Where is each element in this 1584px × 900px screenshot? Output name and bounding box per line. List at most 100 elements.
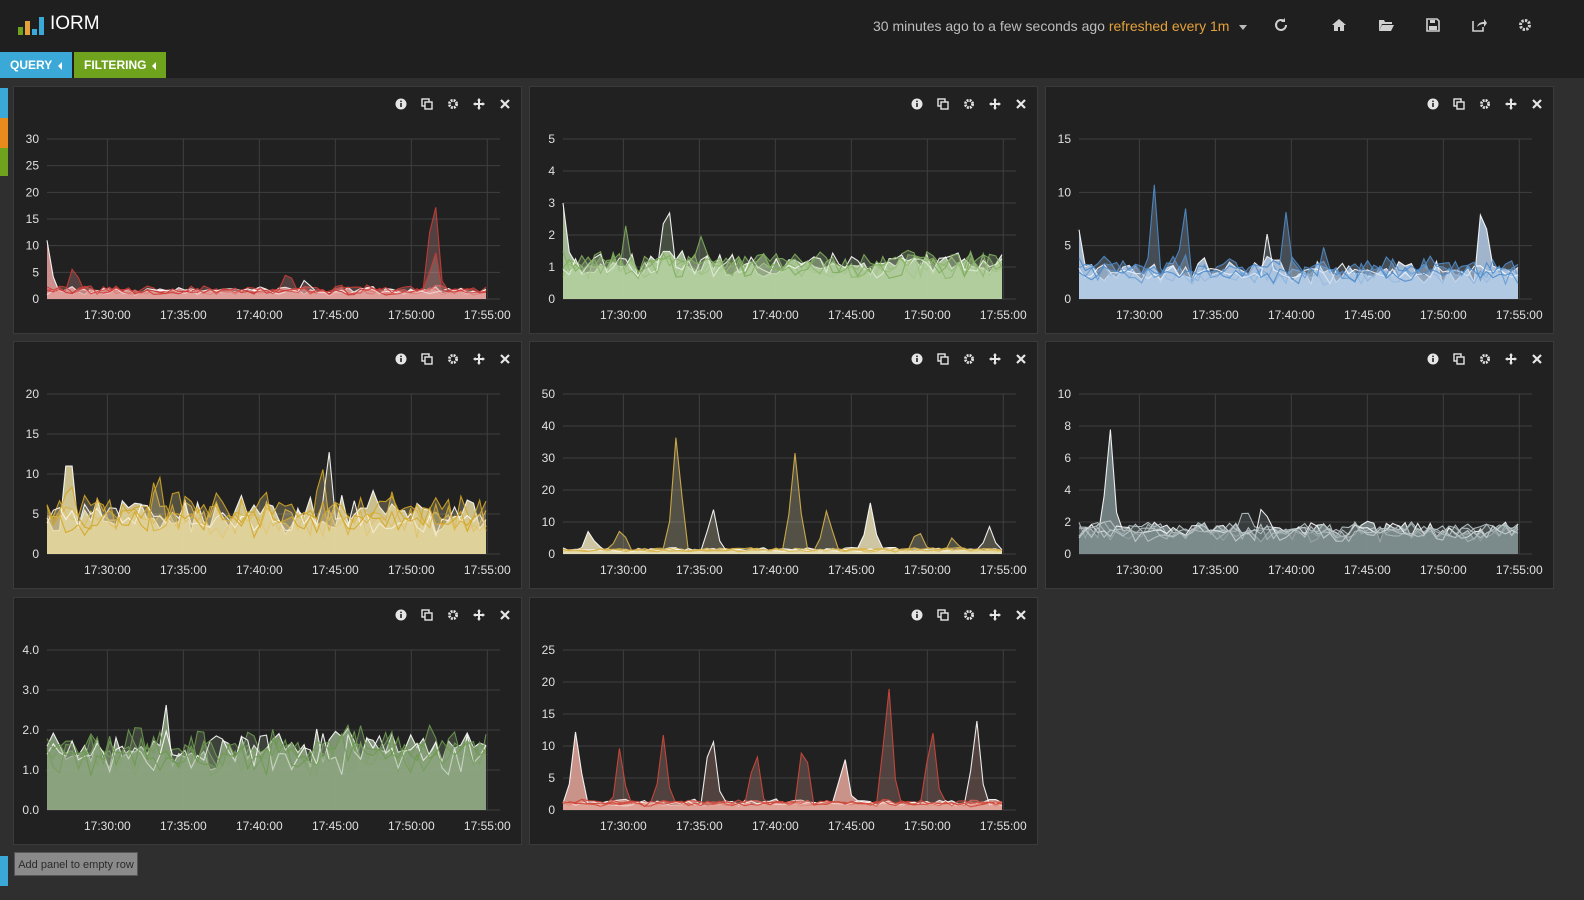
x-tick-label: 17:30:00	[84, 563, 131, 577]
row-marker-2[interactable]	[0, 118, 8, 148]
close-icon[interactable]	[499, 609, 511, 621]
logo-icon	[18, 13, 44, 35]
area-chart[interactable]: 0 5 10 15 17:30:00 17:35:00 17:40:00 17:45:00 17…	[1046, 125, 1555, 335]
close-icon[interactable]	[1531, 353, 1543, 365]
gear-icon[interactable]	[447, 353, 459, 365]
area-chart[interactable]: 0 1 2 3 4 5 17:30:00 17:35:00 17:40:00 17:45:00 17…	[530, 125, 1039, 335]
move-icon[interactable]	[473, 353, 485, 365]
series-line	[46, 207, 487, 296]
close-icon[interactable]	[1015, 98, 1027, 110]
x-tick-label: 17:55:00	[1496, 563, 1543, 577]
gear-icon[interactable]	[447, 609, 459, 621]
x-tick-label: 17:30:00	[600, 563, 647, 577]
area-chart[interactable]: 0 5 10 15 20 25 17:30:00 17:35:00 17:40:00 17:45:…	[530, 636, 1039, 846]
move-icon[interactable]	[989, 353, 1001, 365]
x-tick-label: 17:30:00	[1116, 308, 1163, 322]
series-area	[1079, 234, 1518, 299]
settings-icon[interactable]	[1517, 17, 1533, 33]
y-tick-label: 0	[548, 292, 555, 306]
y-tick-label: 5	[1064, 239, 1071, 253]
move-icon[interactable]	[473, 609, 485, 621]
duplicate-icon[interactable]	[1453, 353, 1465, 365]
series-line	[46, 482, 487, 539]
row-marker-1[interactable]	[0, 88, 8, 118]
gear-icon[interactable]	[963, 353, 975, 365]
move-icon[interactable]	[1505, 98, 1517, 110]
y-tick-label: 15	[26, 212, 40, 226]
y-tick-label: 10	[1058, 185, 1072, 199]
series-line	[1078, 234, 1519, 285]
info-icon[interactable]	[395, 98, 407, 110]
area-chart[interactable]: 0 5 10 15 20 17:30:00 17:35:00 17:40:00 17:45:00…	[14, 380, 523, 590]
move-icon[interactable]	[473, 98, 485, 110]
gear-icon[interactable]	[447, 98, 459, 110]
info-icon[interactable]	[1427, 98, 1439, 110]
y-tick-label: 4	[548, 164, 555, 178]
filtering-pill[interactable]: FILTERING	[74, 52, 167, 78]
gear-icon[interactable]	[1479, 353, 1491, 365]
move-icon[interactable]	[989, 98, 1001, 110]
close-icon[interactable]	[499, 353, 511, 365]
series-area	[47, 469, 486, 554]
x-tick-label: 17:50:00	[904, 819, 951, 833]
query-pill[interactable]: QUERY	[0, 52, 73, 78]
graph-panel: 0 10 20 30 40 50 17:30:00 17:35:00 17:40:00 17:45…	[529, 341, 1038, 589]
x-tick-label: 17:50:00	[904, 308, 951, 322]
row-marker-3[interactable]	[0, 148, 8, 176]
close-icon[interactable]	[499, 98, 511, 110]
info-icon[interactable]	[911, 353, 923, 365]
series-area	[47, 731, 486, 810]
gear-icon[interactable]	[963, 98, 975, 110]
row-marker-4[interactable]	[0, 856, 8, 886]
x-tick-label: 17:45:00	[312, 563, 359, 577]
close-icon[interactable]	[1015, 609, 1027, 621]
time-range-picker[interactable]: 30 minutes ago to a few seconds ago refr…	[873, 18, 1248, 34]
info-icon[interactable]	[395, 353, 407, 365]
info-icon[interactable]	[1427, 353, 1439, 365]
series-area	[1079, 247, 1518, 299]
y-tick-label: 6	[1064, 451, 1071, 465]
folder-open-icon[interactable]	[1378, 17, 1394, 33]
y-tick-label: 25	[26, 159, 40, 173]
duplicate-icon[interactable]	[1453, 98, 1465, 110]
x-tick-label: 17:55:00	[980, 563, 1027, 577]
info-icon[interactable]	[395, 609, 407, 621]
area-chart[interactable]: 0 10 20 30 40 50 17:30:00 17:35:00 17:40:00 17:45…	[530, 380, 1039, 590]
move-icon[interactable]	[989, 609, 1001, 621]
series-area	[1079, 429, 1518, 554]
gear-icon[interactable]	[1479, 98, 1491, 110]
duplicate-icon[interactable]	[421, 609, 433, 621]
x-tick-label: 17:40:00	[752, 308, 799, 322]
info-icon[interactable]	[911, 98, 923, 110]
gear-icon[interactable]	[963, 609, 975, 621]
caret-left-icon	[58, 61, 63, 70]
refresh-interval-text: refreshed every 1m	[1108, 18, 1230, 34]
duplicate-icon[interactable]	[421, 98, 433, 110]
add-panel-button[interactable]: Add panel to empty row	[14, 852, 138, 876]
duplicate-icon[interactable]	[937, 353, 949, 365]
series-area	[563, 203, 1002, 299]
series-line	[562, 437, 1003, 553]
area-chart[interactable]: 0 5 10 15 20 25 30 17:30:00 17:35:00 17:40:00 17:4…	[14, 125, 523, 335]
area-chart[interactable]: 0 2 4 6 8 10 17:30:00 17:35:00 17:40:00 17:45:00 1…	[1046, 380, 1555, 590]
info-icon[interactable]	[911, 609, 923, 621]
duplicate-icon[interactable]	[421, 353, 433, 365]
x-tick-label: 17:30:00	[84, 308, 131, 322]
share-icon[interactable]	[1471, 17, 1487, 33]
x-tick-label: 17:45:00	[828, 308, 875, 322]
refresh-icon[interactable]	[1273, 17, 1289, 33]
save-icon[interactable]	[1425, 17, 1441, 33]
home-icon[interactable]	[1331, 17, 1347, 33]
filtering-pill-label: FILTERING	[84, 58, 147, 72]
graph-panel: 0 1 2 3 4 5 17:30:00 17:35:00 17:40:00 17:45:00 17…	[529, 86, 1038, 334]
panel-toolbar	[1427, 98, 1543, 110]
duplicate-icon[interactable]	[937, 98, 949, 110]
duplicate-icon[interactable]	[937, 609, 949, 621]
area-chart[interactable]: 0.0 1.0 2.0 3.0 4.0 17:30:00 17:35:00 17:40:00 1…	[14, 636, 523, 846]
close-icon[interactable]	[1015, 353, 1027, 365]
x-tick-label: 17:55:00	[1496, 308, 1543, 322]
close-icon[interactable]	[1531, 98, 1543, 110]
panel-toolbar	[911, 609, 1027, 621]
series-line	[46, 240, 487, 297]
move-icon[interactable]	[1505, 353, 1517, 365]
